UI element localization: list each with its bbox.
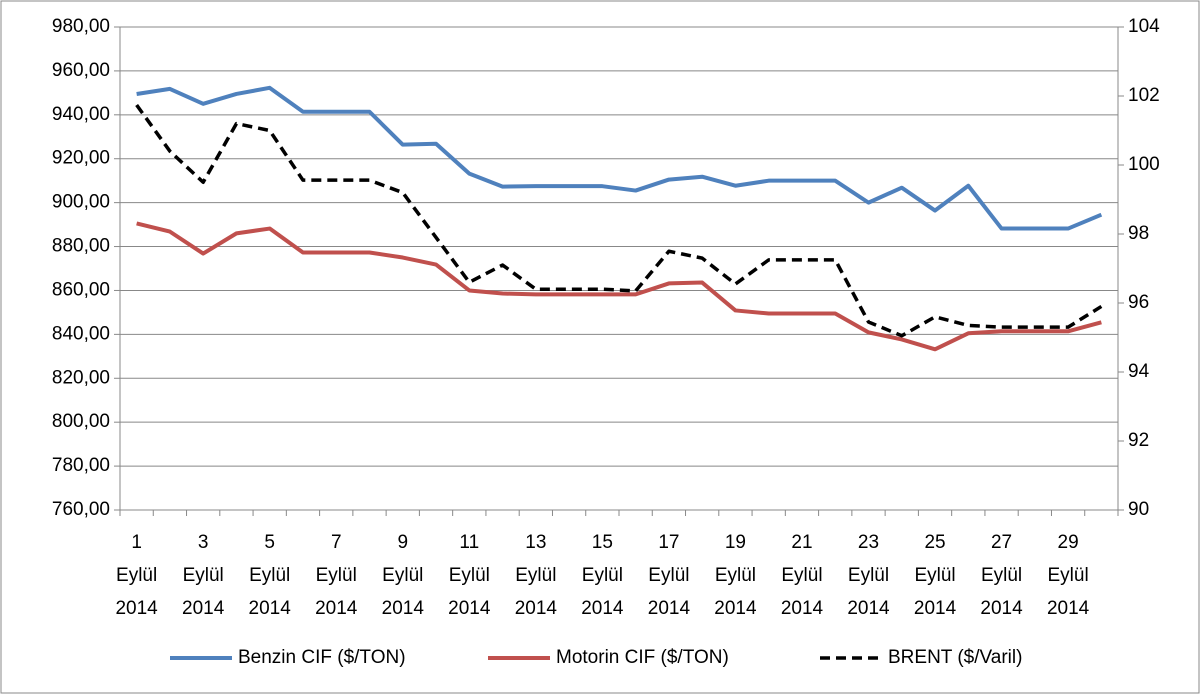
series-line [136,221,1102,352]
x-tick-label: 27 Eylül 2014 [980,532,1023,619]
x-tick-label: 11 Eylül 2014 [448,532,491,619]
x-tick-label: 23 Eylül 2014 [847,532,890,619]
x-tick-label: 21 Eylül 2014 [781,532,824,619]
y-tick-label: 900,00 [52,192,110,213]
x-tick-label: 29 Eylül 2014 [1047,532,1090,619]
x-tick-label: 19 Eylül 2014 [714,532,757,619]
y-tick-label: 920,00 [52,148,110,169]
x-tick-label: 25 Eylül 2014 [914,532,957,619]
x-tick-label: 15 Eylül 2014 [581,532,624,619]
y-tick-label: 780,00 [52,455,110,476]
x-tick-label: 5 Eylül 2014 [249,532,292,619]
y2-tick-label: 98 [1128,223,1149,244]
y2-tick-label: 96 [1128,292,1149,313]
x-tick-label: 1 Eylül 2014 [115,532,158,619]
y-tick-label: 960,00 [52,60,110,81]
y2-tick-label: 102 [1128,85,1160,106]
x-tick-label: 13 Eylül 2014 [515,532,558,619]
y-tick-label: 980,00 [52,16,110,37]
series-line [135,103,1103,338]
y2-tick-label: 104 [1128,16,1160,37]
y-tick-label: 940,00 [52,104,110,125]
y-tick-label: 840,00 [52,323,110,344]
y-tick-label: 760,00 [52,499,110,520]
y2-tick-label: 90 [1128,499,1149,520]
legend-label: Benzin CIF ($/TON) [238,647,406,668]
x-tick-label: 17 Eylül 2014 [648,532,691,619]
y2-tick-label: 100 [1128,154,1160,175]
y-tick-label: 800,00 [52,411,110,432]
y2-tick-label: 92 [1128,430,1149,451]
legend-label: Motorin CIF ($/TON) [556,647,729,668]
series-line [136,85,1103,231]
x-tick-label: 9 Eylül 2014 [382,532,425,619]
y-tick-label: 820,00 [52,367,110,388]
legend-label: BRENT ($/Varil) [888,647,1022,668]
y-tick-label: 860,00 [52,279,110,300]
y2-tick-label: 94 [1128,361,1150,382]
x-tick-label: 7 Eylül 2014 [315,532,358,619]
y-tick-label: 880,00 [52,236,110,257]
x-tick-label: 3 Eylül 2014 [182,532,225,619]
